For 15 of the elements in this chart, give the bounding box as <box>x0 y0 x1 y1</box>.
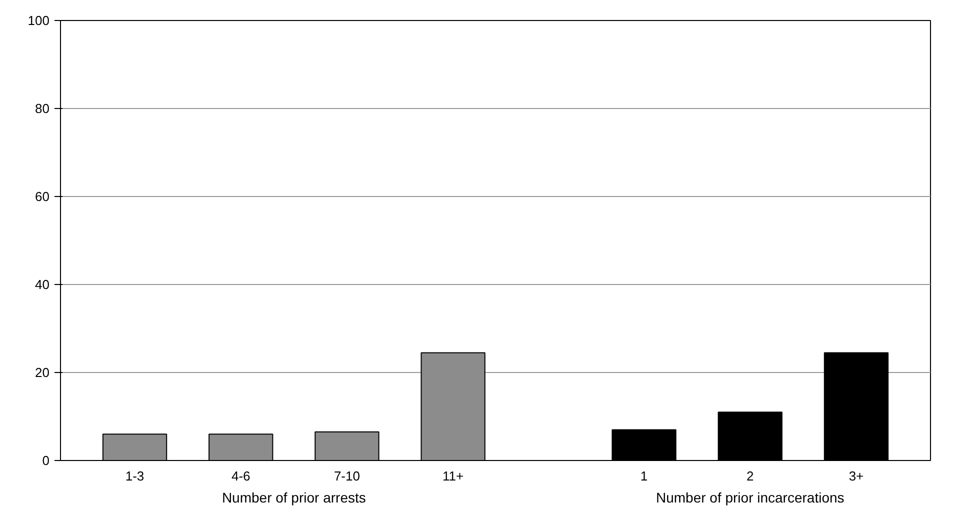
y-tick-label: 100 <box>28 13 50 28</box>
x-tick-label: 11+ <box>442 468 464 484</box>
x-tick-label: 2 <box>746 468 754 484</box>
y-tick-label: 40 <box>35 277 50 292</box>
x-tick-label: 1-3 <box>125 468 144 484</box>
text: Number of prior incarcerations <box>656 490 844 506</box>
x-tick-label: 7-10 <box>334 468 360 484</box>
y-tick-label: 80 <box>35 101 50 116</box>
x-tick-label: 1 <box>640 468 648 484</box>
y-tick-label: 20 <box>35 365 50 380</box>
text: Number of prior arrests <box>222 490 366 506</box>
y-tick-label: 60 <box>35 189 50 204</box>
x-tick-label: 3+ <box>848 468 864 484</box>
y-tick-label: 0 <box>42 453 50 468</box>
x-tick-label: 4-6 <box>231 468 250 484</box>
